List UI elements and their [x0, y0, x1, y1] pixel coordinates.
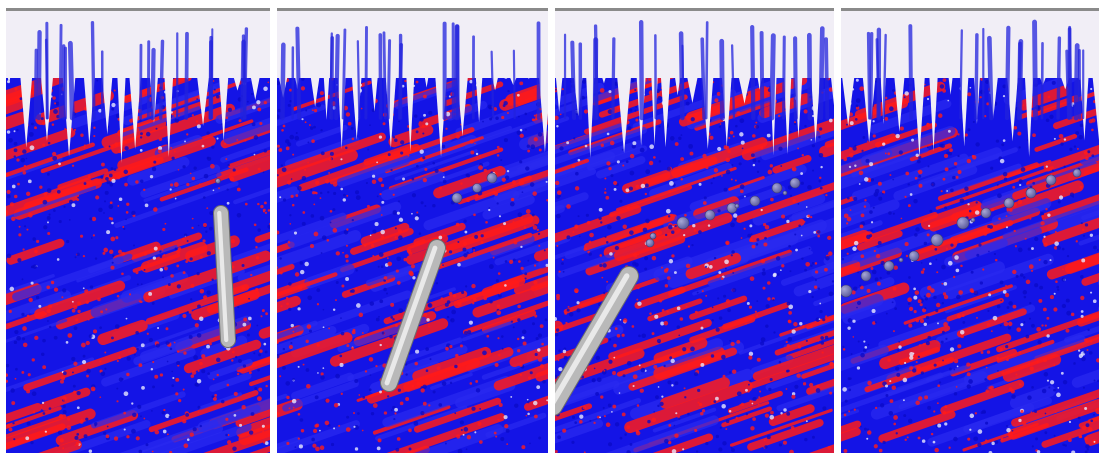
bubble: [841, 284, 853, 298]
bubble: [676, 216, 690, 230]
fluid-speckles: [841, 66, 1099, 453]
bubble: [645, 238, 655, 248]
frame-2-render: [277, 8, 548, 453]
bubble: [734, 203, 740, 209]
bubble: [749, 195, 761, 207]
foam-layer: [841, 8, 1099, 158]
bubble: [1045, 174, 1057, 186]
fluid-speckles: [277, 67, 548, 453]
frame-3-render: [555, 8, 834, 453]
bubble: [930, 233, 944, 247]
bubble: [704, 209, 716, 221]
bubble: [1072, 168, 1082, 178]
fluid-streaks: [6, 62, 270, 453]
foam-layer: [277, 8, 548, 157]
top-boundary-bar: [6, 8, 270, 11]
foam-layer: [555, 8, 834, 158]
bubble: [860, 270, 872, 282]
cylinder-object: [380, 239, 446, 392]
bubble: [970, 217, 976, 223]
bubble: [908, 250, 920, 262]
bubble: [898, 257, 904, 263]
bubble: [980, 207, 992, 219]
bubble: [1025, 187, 1037, 199]
bubble: [883, 260, 895, 272]
frame-4-render: [841, 8, 1099, 453]
simulation-frame-4: [841, 8, 1099, 453]
bubble: [789, 177, 801, 189]
simulation-frame-2: [277, 8, 548, 453]
bubble: [486, 172, 498, 184]
bubble: [215, 178, 221, 184]
simulation-frame-3: [555, 8, 834, 453]
cylinder-object: [213, 205, 236, 348]
top-boundary-bar: [277, 8, 548, 11]
bubble: [1003, 197, 1015, 209]
bubble: [771, 182, 783, 194]
foam-layer: [6, 8, 270, 163]
bubble: [782, 190, 788, 196]
cylinder-object: [555, 266, 639, 416]
bubble: [472, 183, 482, 193]
bubble: [451, 192, 463, 204]
frame-1-render: [6, 8, 270, 453]
bubble: [649, 232, 657, 240]
top-boundary-bar: [841, 8, 1099, 11]
top-boundary-bar: [555, 8, 834, 11]
bubble: [956, 216, 970, 230]
simulation-frame-1: [6, 8, 270, 453]
